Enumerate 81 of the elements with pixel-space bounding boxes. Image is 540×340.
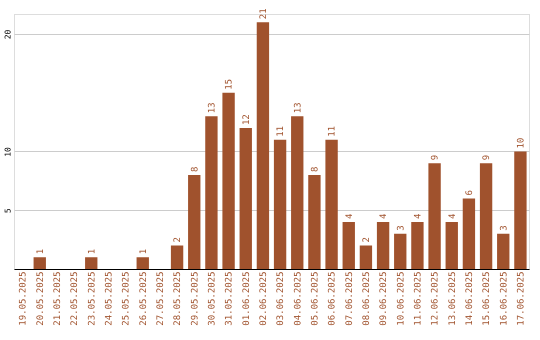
x-tick-label: 14.06.2025 [464, 272, 475, 326]
bar [85, 257, 98, 269]
bar [325, 140, 338, 269]
bar [497, 234, 510, 269]
bar [136, 257, 149, 269]
y-tick-label: 5 [4, 208, 12, 214]
data-label: 3 [396, 225, 406, 231]
data-label: 21 [258, 8, 269, 20]
data-label: 11 [328, 126, 338, 137]
x-tick-label: 12.06.2025 [430, 272, 441, 326]
x-tick-label: 19.05.2025 [18, 272, 29, 326]
x-tick-label: 02.06.2025 [258, 272, 269, 326]
x-tick-label: 22.05.2025 [70, 272, 80, 326]
x-tick-label: 25.05.2025 [122, 272, 132, 326]
bar [360, 246, 372, 269]
bar [376, 222, 390, 269]
bar [205, 116, 218, 269]
x-tick-label: 31.05.2025 [224, 272, 235, 326]
x-tick-label: 11.06.2025 [413, 272, 424, 326]
x-tick-label: 24.05.2025 [104, 272, 114, 326]
bar [480, 163, 492, 269]
data-label: 3 [499, 225, 510, 231]
data-label: 9 [430, 154, 441, 160]
bar [34, 257, 46, 269]
data-label: 2 [362, 237, 372, 242]
x-tick-label: 17.06.2025 [516, 272, 526, 326]
data-label: 4 [448, 214, 458, 219]
data-label: 8 [310, 166, 320, 172]
bar [446, 222, 458, 269]
x-tick-label: 08.06.2025 [362, 272, 372, 326]
x-tick-label: 27.05.2025 [156, 272, 166, 326]
x-tick-label: 20.05.2025 [36, 272, 46, 326]
x-tick-label: 23.05.2025 [87, 272, 98, 326]
data-label: 1 [138, 248, 149, 254]
bar [170, 246, 184, 269]
bar [240, 128, 252, 269]
bar [256, 22, 270, 269]
data-label: 13 [293, 102, 304, 114]
x-tick-label: 06.06.2025 [328, 272, 338, 326]
bar [428, 163, 441, 269]
bar [274, 140, 286, 269]
data-label: 4 [344, 214, 355, 219]
data-label: 12 [242, 114, 252, 125]
x-tick-label: 26.05.2025 [138, 272, 149, 326]
x-tick-label: 09.06.2025 [379, 272, 390, 326]
data-label: 2 [173, 237, 184, 242]
bar [514, 151, 527, 269]
x-tick-label: 04.06.2025 [293, 272, 304, 326]
x-tick-label: 21.05.2025 [52, 272, 63, 326]
data-label: 9 [482, 154, 492, 160]
x-tick-label: 13.06.2025 [448, 272, 458, 326]
x-tick-label: 05.06.2025 [310, 272, 320, 326]
x-tick-label: 01.06.2025 [242, 272, 252, 326]
x-tick-label: 16.06.2025 [499, 272, 510, 326]
data-label: 6 [464, 190, 475, 196]
x-tick-label: 03.06.2025 [276, 272, 286, 326]
bar [188, 174, 200, 269]
bar [308, 174, 321, 269]
x-tick-label: 15.06.2025 [482, 272, 492, 326]
data-label: 10 [516, 138, 526, 148]
data-label: 1 [36, 248, 46, 254]
bar [411, 222, 424, 269]
bar [394, 234, 406, 269]
data-label: 11 [276, 126, 286, 137]
data-label: 1 [87, 248, 98, 254]
data-label: 13 [207, 102, 218, 114]
data-label: 4 [379, 214, 390, 219]
x-tick-label: 28.05.2025 [173, 272, 184, 326]
x-tick-label: 29.05.2025 [190, 272, 200, 326]
data-label: 4 [413, 214, 424, 219]
bar [462, 198, 476, 269]
y-tick-label: 10 [4, 146, 12, 157]
bar [291, 116, 304, 269]
data-label: 15 [224, 78, 235, 90]
y-tick-label: 20 [4, 29, 12, 40]
x-tick-label: 30.05.2025 [207, 272, 218, 326]
x-tick-label: 07.06.2025 [344, 272, 355, 326]
bar [342, 222, 355, 269]
bar [222, 92, 235, 269]
data-label: 8 [190, 166, 200, 172]
x-tick-label: 10.06.2025 [396, 272, 406, 326]
